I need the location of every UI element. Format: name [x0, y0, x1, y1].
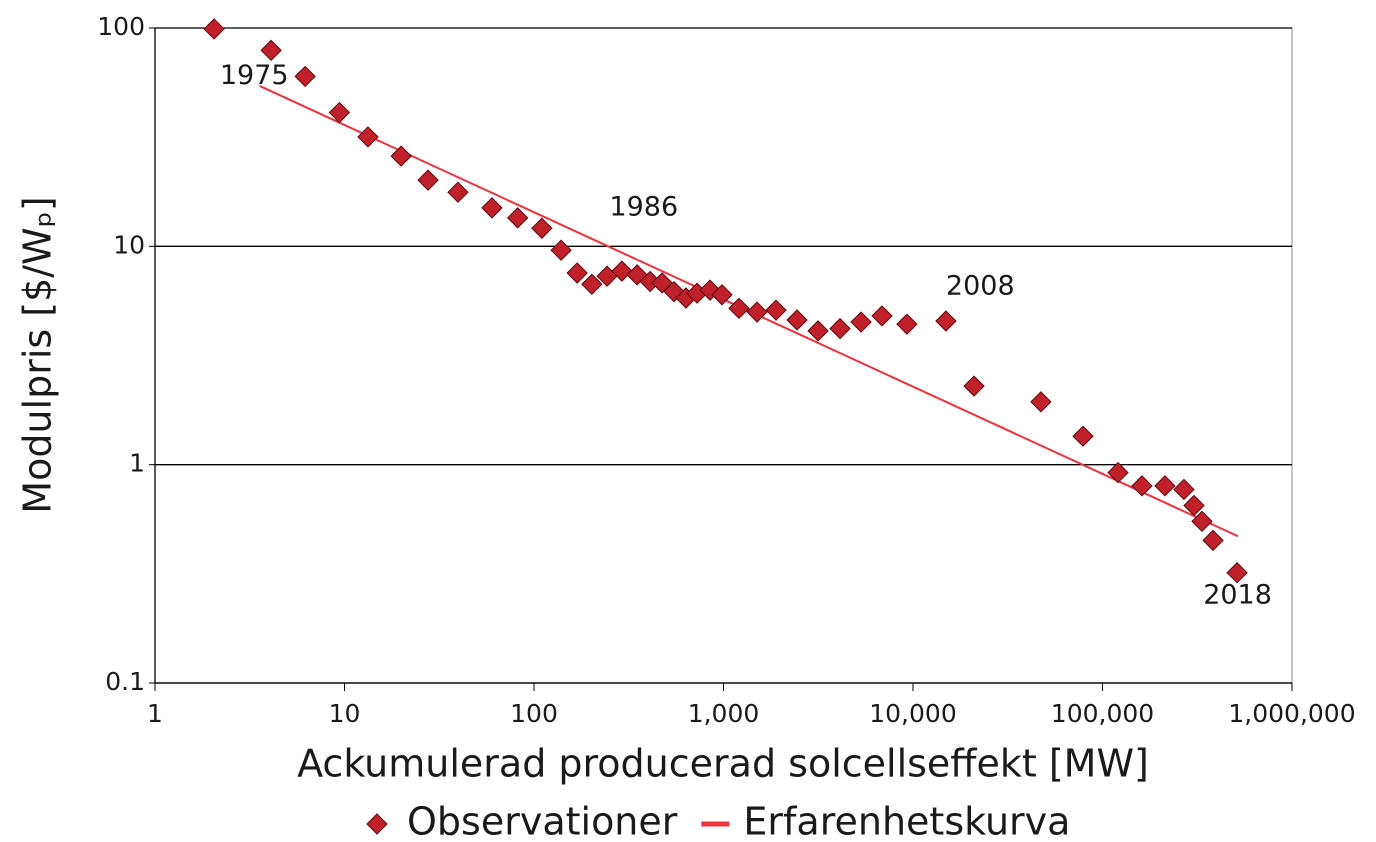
data-point: [711, 284, 733, 306]
data-point: [871, 305, 893, 327]
legend-marker: [366, 813, 388, 835]
data-point: [935, 310, 957, 332]
data-point: [203, 18, 225, 40]
data-point: [1173, 478, 1195, 501]
data-point: [850, 311, 872, 333]
plot-frame: [154, 27, 1293, 684]
data-point: [896, 313, 918, 335]
data-point: [294, 65, 316, 88]
data-point: [550, 239, 572, 261]
annotation: 2008: [946, 271, 1015, 302]
x-tick-label: 100,000: [1051, 699, 1154, 728]
data-point: [260, 39, 282, 62]
data-point: [728, 297, 750, 320]
x-tick-label: 1: [147, 699, 163, 728]
data-point: [328, 101, 351, 124]
data-point: [506, 207, 529, 229]
data-point: [765, 299, 787, 321]
data-point: [566, 262, 588, 284]
x-tick-label: 100: [510, 699, 558, 728]
data-point: [581, 273, 603, 296]
data-point: [746, 301, 768, 323]
data-point: [1072, 425, 1094, 447]
data-point: [829, 317, 851, 340]
data-point: [1131, 475, 1153, 497]
legend-label: Observationer: [407, 800, 678, 842]
data-point: [1191, 510, 1213, 533]
y-axis-label: Modulpris [$/Wₚ]: [16, 196, 60, 513]
x-axis-label: Ackumulerad producerad solcellseffekt [M…: [297, 742, 1149, 786]
x-tick-label: 10,000: [869, 699, 956, 728]
data-point: [1107, 461, 1129, 484]
y-tick-label: 100: [97, 12, 145, 41]
y-tick-label: 10: [113, 230, 145, 259]
y-tick-label: 0.1: [105, 667, 145, 696]
data-point: [611, 260, 633, 282]
data-point: [357, 126, 379, 148]
data-point: [531, 217, 553, 239]
x-tick-label: 1,000,000: [1228, 699, 1355, 728]
data-point: [1030, 391, 1052, 413]
data-point: [1226, 562, 1248, 584]
annotation: 2018: [1203, 580, 1272, 611]
data-point: [417, 169, 439, 191]
data-point: [699, 279, 721, 301]
annotation: 1986: [609, 191, 678, 222]
data-point: [1154, 475, 1176, 497]
data-point: [1183, 494, 1205, 517]
legend-label: Erfarenhetskurva: [743, 800, 1070, 842]
x-tick-label: 1,000: [688, 699, 760, 728]
annotation: 1975: [220, 60, 289, 91]
data-point: [447, 181, 469, 203]
data-point: [786, 309, 808, 331]
data-point: [963, 375, 985, 397]
x-tick-label: 10: [329, 699, 361, 728]
data-point: [390, 145, 412, 167]
data-point: [1202, 529, 1224, 552]
data-point: [481, 197, 503, 219]
y-tick-label: 1: [129, 449, 145, 478]
data-point: [807, 320, 829, 342]
